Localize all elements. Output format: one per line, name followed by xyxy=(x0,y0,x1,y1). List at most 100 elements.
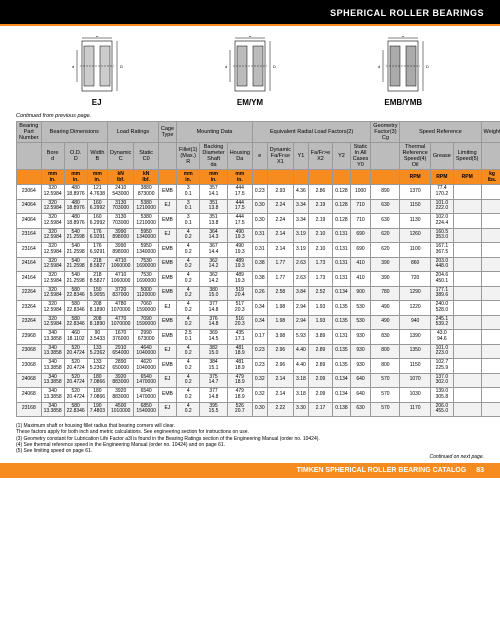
cell: 481 18.9 xyxy=(227,344,252,359)
cell: 375 14.7 xyxy=(200,373,227,388)
svg-text:D: D xyxy=(426,64,429,69)
col-header: Y2 xyxy=(333,143,351,170)
cell: 206.0 455.0 xyxy=(430,402,453,417)
part-number: 22264 xyxy=(17,286,42,301)
cell: 0.38 xyxy=(252,257,267,272)
cell: 90 3.5433 xyxy=(87,330,107,345)
cell: 150 5.9055 xyxy=(87,286,107,301)
svg-text:B: B xyxy=(249,36,252,38)
cell: 4 0.2 xyxy=(177,402,200,417)
cell: EJ xyxy=(158,199,176,214)
cell xyxy=(453,228,481,243)
cell: 490 xyxy=(371,315,400,330)
svg-text:d: d xyxy=(72,64,74,69)
part-number: 23264 xyxy=(17,301,42,316)
col-header: Housing Da xyxy=(227,143,252,170)
cell: 1.93 xyxy=(308,315,332,330)
cell xyxy=(453,330,481,345)
cell xyxy=(453,359,481,374)
cell: 490 xyxy=(371,301,400,316)
table-row: 24064320 12.5984480 18.8976160 6.2992313… xyxy=(17,214,500,229)
table-row: 24164320 12.5984540 21.2598218 8.5827471… xyxy=(17,257,500,272)
cell: 0.131 xyxy=(333,257,351,272)
table-row: 23068340 13.3858520 20.4724133 5.2362289… xyxy=(17,359,500,374)
cell: 0.128 xyxy=(333,214,351,229)
cell: 4 0.2 xyxy=(177,373,200,388)
table-row: 23264320 12.5984580 22.8346208 8.1890478… xyxy=(17,301,500,316)
col-header: Limiting Speed(5) xyxy=(453,143,481,170)
cell: 3.84 xyxy=(294,286,309,301)
cell: 245.1 539.2 xyxy=(430,315,453,330)
cell: 160 6.2992 xyxy=(87,214,107,229)
cell: 4710 1060000 xyxy=(108,257,134,272)
cell: 0.135 xyxy=(333,359,351,374)
cell: 435 17.1 xyxy=(227,330,252,345)
cell: 5380 1210000 xyxy=(134,199,158,214)
cell: 0.32 xyxy=(252,373,267,388)
cell: 4 0.2 xyxy=(177,243,200,258)
cell: 4 0.2 xyxy=(177,388,200,403)
col-header: Static C0 xyxy=(134,143,158,170)
cell: 7530 1690000 xyxy=(134,257,158,272)
cell: 930 xyxy=(350,344,371,359)
cell: 320 12.5984 xyxy=(41,228,64,243)
page-header: SPHERICAL ROLLER BEARINGS xyxy=(0,0,500,24)
cell: 1100 xyxy=(400,243,430,258)
unit-header: mm in. xyxy=(227,170,252,185)
col-header: Width B xyxy=(87,143,107,170)
cell xyxy=(481,330,500,345)
cell: 357 14.1 xyxy=(200,185,227,200)
cell: 4.36 xyxy=(294,185,309,200)
cell xyxy=(481,185,500,200)
cell xyxy=(453,388,481,403)
unit-header: kN lbf. xyxy=(108,170,134,185)
unit-header xyxy=(350,170,371,185)
cell: 4 0.2 xyxy=(177,315,200,330)
cell: 2.14 xyxy=(267,243,293,258)
cell: 1070 xyxy=(400,373,430,388)
cell: 2.14 xyxy=(267,373,293,388)
cell: 102.0 224.4 xyxy=(430,214,453,229)
cell: 1030 xyxy=(400,388,430,403)
cell: 340 13.3858 xyxy=(41,359,64,374)
cell: EMB xyxy=(158,388,176,403)
cell: 444 17.5 xyxy=(227,185,252,200)
cell: 3920 883000 xyxy=(108,388,134,403)
cell: 540 21.2598 xyxy=(64,228,87,243)
unit-header xyxy=(267,170,293,185)
cell: 4.40 xyxy=(294,344,309,359)
cell: 1000 xyxy=(350,185,371,200)
cell: 2990 673000 xyxy=(134,330,158,345)
unit-header xyxy=(252,170,267,185)
cell: EJ xyxy=(158,402,176,417)
cell: 102.7 225.9 xyxy=(430,359,453,374)
cell: 640 xyxy=(350,388,371,403)
cell: 0.31 xyxy=(252,243,267,258)
col-header: Bore d xyxy=(41,143,64,170)
colgroup-header: Mounting Data xyxy=(177,122,253,143)
cell: 480 18.8976 xyxy=(64,199,87,214)
cell: 2.89 xyxy=(308,344,332,359)
table-row: 23264320 12.5984580 22.8346208 8.1890477… xyxy=(17,315,500,330)
cell: 1.98 xyxy=(267,301,293,316)
table-row: 23168340 13.3858580 22.8346190 7.4803450… xyxy=(17,402,500,417)
unit-header: RPM xyxy=(453,170,481,185)
cell: 5380 1210000 xyxy=(134,214,158,229)
cell: EMB xyxy=(158,214,176,229)
cell: 890 xyxy=(371,185,400,200)
cell: 5000 1120000 xyxy=(134,286,158,301)
cell: EJ xyxy=(158,301,176,316)
bearing-table: Bearing Part NumberBearing DimensionsLoa… xyxy=(16,121,500,417)
cell: 160.5 353.0 xyxy=(430,228,453,243)
cell: 364 14.3 xyxy=(200,228,227,243)
table-row: 23064320 12.5984480 18.8976121 4.7638241… xyxy=(17,185,500,200)
cell: 630 xyxy=(371,199,400,214)
cell: 489 19.3 xyxy=(227,272,252,287)
cell: 1.93 xyxy=(308,301,332,316)
cell: 320 12.5984 xyxy=(41,199,64,214)
svg-text:D: D xyxy=(273,64,276,69)
cell: 2.93 xyxy=(267,185,293,200)
cell: 0.31 xyxy=(252,228,267,243)
table-row: 24068340 13.3858520 20.4724180 7.0866392… xyxy=(17,388,500,403)
cell: 410 xyxy=(350,257,371,272)
